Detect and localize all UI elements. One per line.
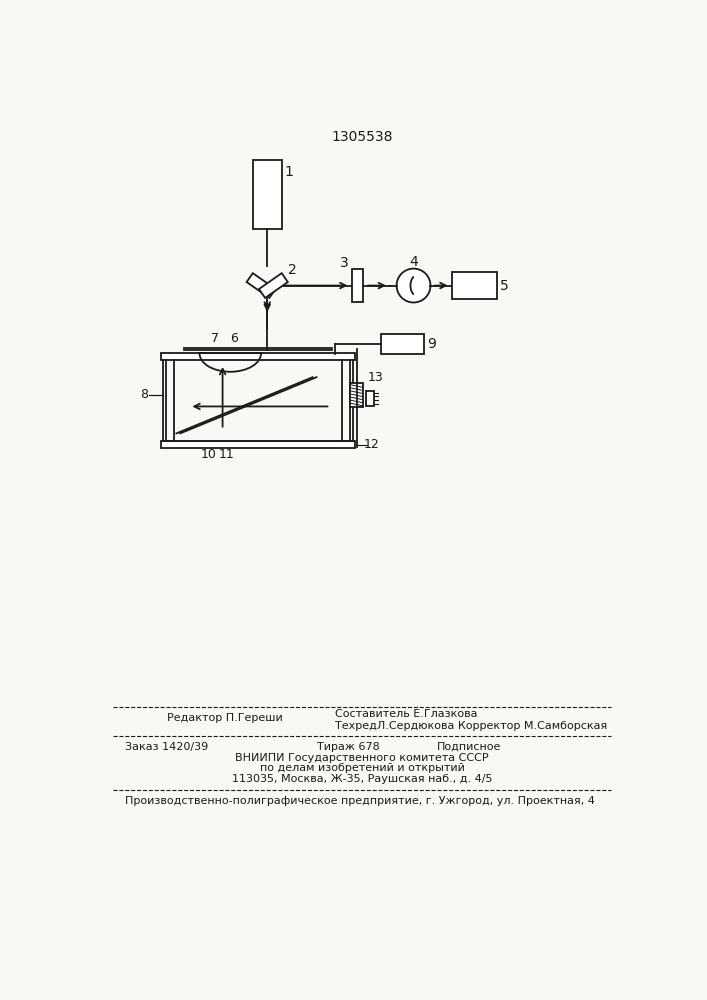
Text: Производственно-полиграфическое предприятие, г. Ужгород, ул. Проектная, 4: Производственно-полиграфическое предприя… <box>125 796 595 806</box>
Text: 13: 13 <box>368 371 384 384</box>
Text: Заказ 1420/39: Заказ 1420/39 <box>125 742 208 752</box>
Text: 7: 7 <box>211 332 219 345</box>
Text: Составитель Е.Глазкова: Составитель Е.Глазкова <box>335 709 477 719</box>
Text: 4: 4 <box>409 255 418 269</box>
Text: Тираж 678: Тираж 678 <box>317 742 380 752</box>
Bar <box>352 269 363 302</box>
Bar <box>366 391 373 406</box>
Text: 9: 9 <box>427 337 436 351</box>
Text: 113035, Москва, Ж-35, Раушская наб., д. 4/5: 113035, Москва, Ж-35, Раушская наб., д. … <box>232 774 492 784</box>
Text: 11: 11 <box>218 448 234 461</box>
Text: 2: 2 <box>288 263 296 277</box>
Bar <box>161 441 355 448</box>
Text: Редактор П.Гереши: Редактор П.Гереши <box>167 713 283 723</box>
Text: Подписное: Подписное <box>437 742 501 752</box>
Text: ТехредЛ.Сердюкова Корректор М.Самборская: ТехредЛ.Сердюкова Корректор М.Самборская <box>335 721 607 731</box>
Bar <box>161 353 355 360</box>
Polygon shape <box>247 273 276 298</box>
Text: 12: 12 <box>364 438 380 451</box>
Bar <box>351 383 363 407</box>
Text: 1305538: 1305538 <box>331 130 392 144</box>
Bar <box>252 160 282 229</box>
Polygon shape <box>259 273 288 298</box>
Text: 5: 5 <box>500 279 509 293</box>
Text: 6: 6 <box>230 332 238 345</box>
Bar <box>381 334 423 354</box>
Text: по делам изобретений и открытий: по делам изобретений и открытий <box>259 763 464 773</box>
Text: 3: 3 <box>340 256 349 270</box>
Circle shape <box>397 269 431 302</box>
Bar <box>452 272 497 299</box>
Text: 8: 8 <box>140 388 148 401</box>
Text: 10: 10 <box>201 448 216 461</box>
Text: 1: 1 <box>284 165 293 179</box>
Text: ВНИИПИ Государственного комитета СССР: ВНИИПИ Государственного комитета СССР <box>235 753 489 763</box>
